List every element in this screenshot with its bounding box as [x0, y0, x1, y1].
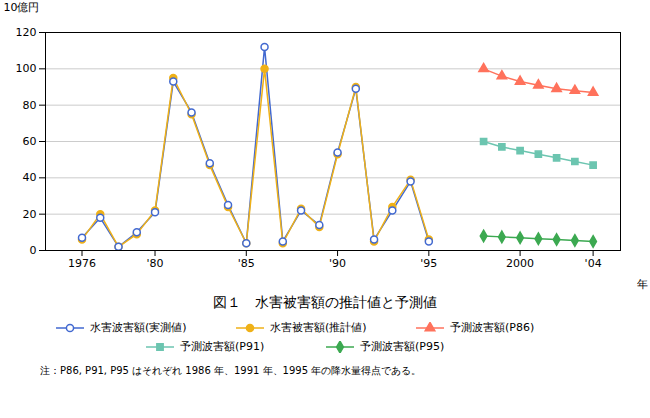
svg-text:60: 60 [23, 135, 37, 148]
svg-text:年: 年 [637, 278, 648, 291]
html-text:水害波害額(実測値): 水害波害額(実測値) [90, 321, 187, 334]
svg-text:'80: '80 [147, 257, 164, 270]
svg-text:10億円: 10億円 [4, 1, 40, 14]
svg-text:2000: 2000 [506, 257, 534, 270]
html-text:予測波害額(P86): 予測波害額(P86) [450, 321, 535, 334]
html-text:予測波害額(P91): 予測波害額(P91) [180, 340, 265, 353]
html-text:図１ 水害被害額の推計値と予測値: 図１ 水害被害額の推計値と予測値 [213, 294, 437, 310]
svg-text:'04: '04 [585, 257, 602, 270]
svg-text:'85: '85 [238, 257, 255, 270]
svg-text:'90: '90 [329, 257, 346, 270]
svg-text:120: 120 [16, 26, 37, 39]
html-text:注：P86, P91, P95 はそれぞれ 1986 年、1: 注：P86, P91, P95 はそれぞれ 1986 年、1991 年、1995… [40, 365, 422, 376]
svg-text:0: 0 [30, 244, 37, 257]
svg-text:100: 100 [16, 62, 37, 75]
html-text:予測波害額(P95): 予測波害額(P95) [360, 340, 445, 353]
svg-text:20: 20 [23, 208, 37, 221]
svg-text:40: 40 [23, 171, 37, 184]
svg-text:80: 80 [23, 99, 37, 112]
html-text:水害被害額(推計値): 水害被害額(推計値) [270, 321, 367, 334]
svg-text:1976: 1976 [68, 257, 96, 270]
svg-text:'95: '95 [420, 257, 437, 270]
